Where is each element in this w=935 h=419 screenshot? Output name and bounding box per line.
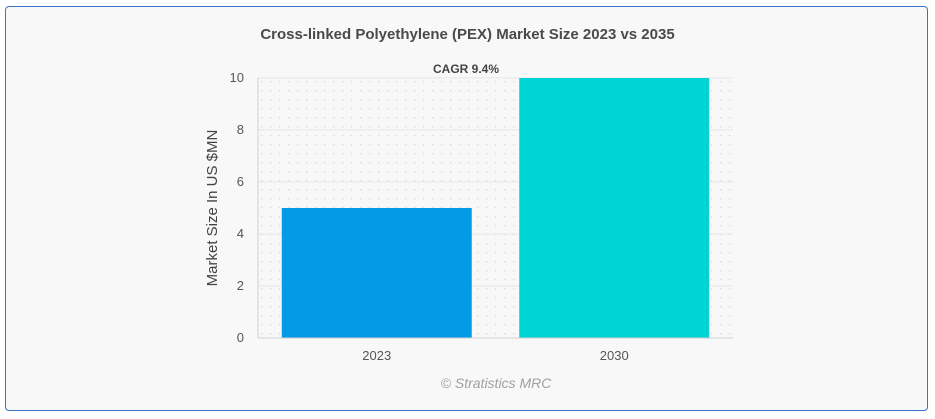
y-tick-label: 0 (237, 330, 244, 345)
y-tick-label: 4 (237, 226, 244, 241)
cagr-annotation: CAGR 9.4% (433, 62, 499, 76)
y-tick-label: 10 (230, 70, 244, 85)
y-tick-label: 8 (237, 122, 244, 137)
chart-title: Cross-linked Polyethylene (PEX) Market S… (260, 26, 675, 43)
y-axis-label: Market Size In US $MN (204, 130, 221, 287)
y-tick-label: 6 (237, 174, 244, 189)
source-credit: © Stratistics MRC (441, 375, 553, 391)
x-tick-label: 2030 (600, 348, 629, 363)
y-tick-label: 2 (237, 278, 244, 293)
bar-2030 (519, 78, 710, 338)
x-tick-label: 2023 (362, 348, 391, 363)
bar-2023 (281, 208, 472, 338)
